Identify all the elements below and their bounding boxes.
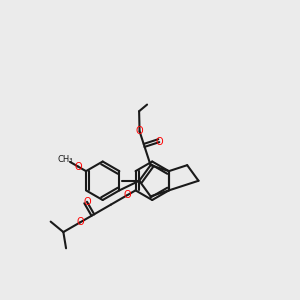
Text: O: O [83, 197, 91, 207]
Text: O: O [76, 218, 84, 227]
Text: O: O [74, 161, 82, 172]
Text: CH₃: CH₃ [58, 155, 73, 164]
Text: O: O [136, 126, 143, 136]
Text: O: O [124, 190, 131, 200]
Text: O: O [155, 137, 163, 147]
